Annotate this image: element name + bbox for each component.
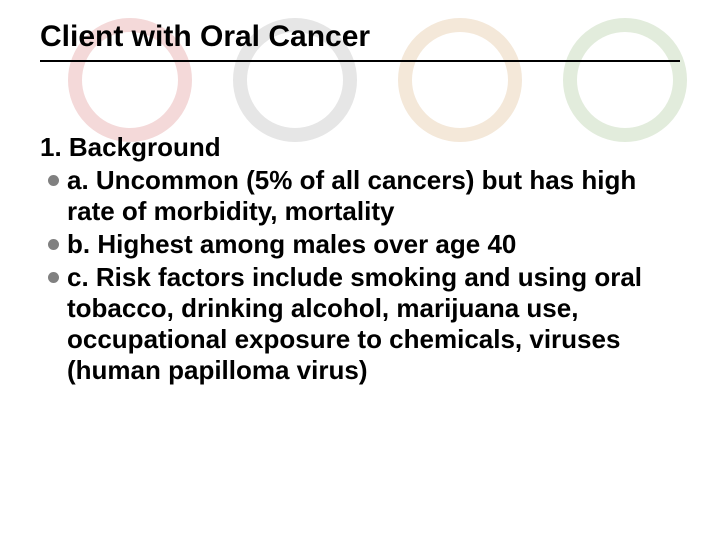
bullet-item: b. Highest among males over age 40 [48, 229, 680, 260]
bullet-list: a. Uncommon (5% of all cancers) but has … [40, 165, 680, 386]
bullet-dot-icon [48, 239, 59, 250]
slide-body: 1. Background a. Uncommon (5% of all can… [40, 132, 680, 386]
section-header: 1. Background [40, 132, 680, 163]
bullet-text: b. Highest among males over age 40 [67, 229, 680, 260]
bullet-text: c. Risk factors include smoking and usin… [67, 262, 680, 386]
bullet-text: a. Uncommon (5% of all cancers) but has … [67, 165, 680, 227]
bullet-dot-icon [48, 272, 59, 283]
slide-title: Client with Oral Cancer [40, 20, 680, 54]
title-underline [40, 60, 680, 62]
bullet-dot-icon [48, 175, 59, 186]
bullet-item: c. Risk factors include smoking and usin… [48, 262, 680, 386]
bullet-item: a. Uncommon (5% of all cancers) but has … [48, 165, 680, 227]
slide: Client with Oral Cancer 1. Background a.… [0, 0, 720, 540]
